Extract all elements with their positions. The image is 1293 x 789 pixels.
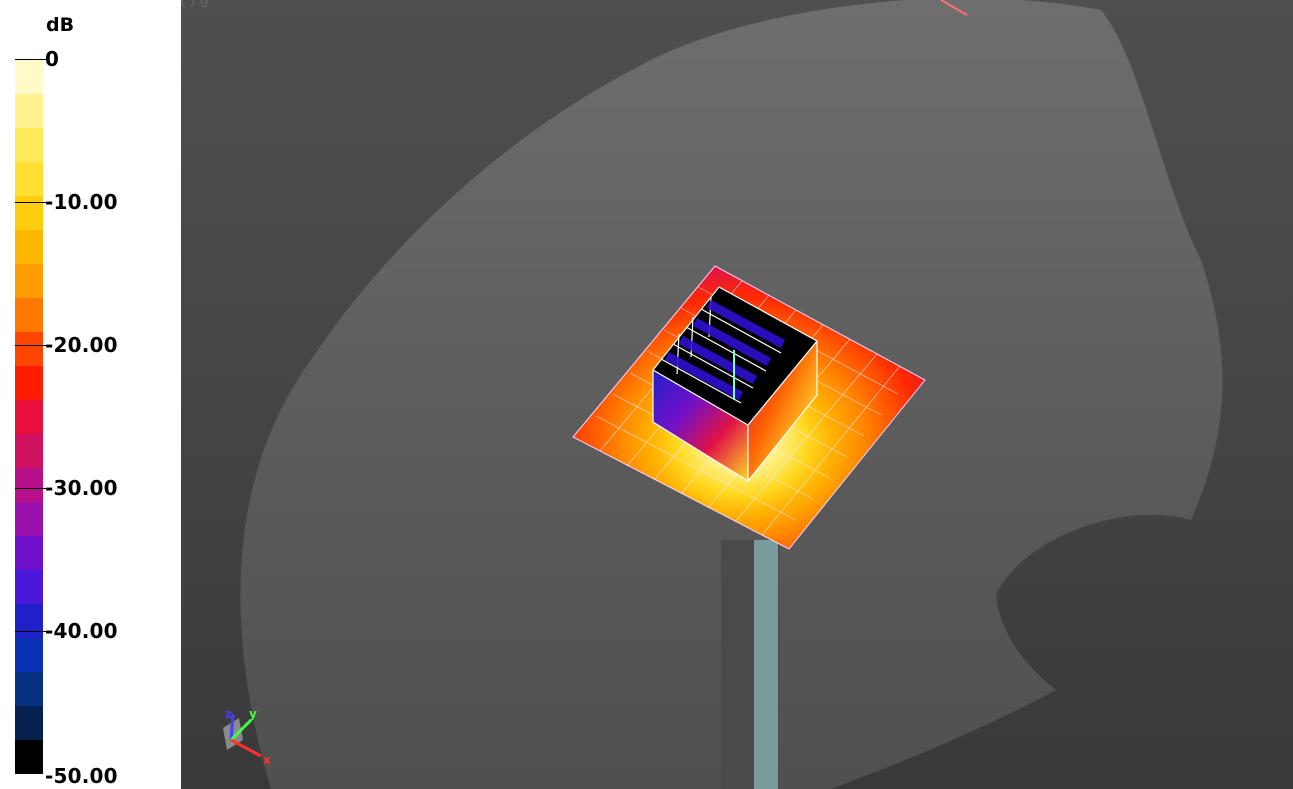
legend-label-1: -10.00 [45, 190, 118, 214]
legend-swatch [15, 502, 43, 536]
sar-volume-right [748, 341, 817, 481]
legend-swatch [15, 536, 43, 570]
legend-swatch [15, 672, 43, 706]
legend-swatch [15, 468, 43, 502]
legend-swatch [15, 162, 43, 196]
legend-tick [15, 202, 49, 203]
legend-swatch [15, 94, 43, 128]
volume-slices [652, 286, 818, 482]
3d-viewport[interactable]: z y x [181, 0, 1293, 789]
legend-swatch [15, 434, 43, 468]
legend-label-5: -50.00 [45, 764, 118, 788]
window-caption: ( ) g [180, 0, 208, 9]
y-axis-line [229, 718, 253, 742]
legend-swatch [15, 264, 43, 298]
legend-label-4: -40.00 [45, 619, 118, 643]
axis-label-x: x [263, 753, 271, 767]
top-marker [940, 0, 968, 16]
axis-triad: z y x [223, 707, 271, 767]
volume-slice-fills [665, 300, 785, 400]
legend-swatch [15, 570, 43, 604]
z-axis-line [229, 713, 235, 741]
legend-swatch [15, 638, 43, 672]
legend-unit-label: dB [46, 14, 75, 36]
legend-swatch [15, 604, 43, 638]
legend-tick [15, 488, 49, 489]
legend-label-3: -30.00 [45, 476, 118, 500]
legend-label-0: 0 [45, 47, 60, 71]
legend-tick [15, 631, 49, 632]
legend-swatch [15, 400, 43, 434]
legend-swatch [15, 740, 43, 774]
legend-tick [15, 59, 49, 60]
axis-label-z: z [225, 707, 232, 721]
legend-swatch [15, 332, 43, 366]
color-scale-legend: dB 0 -10.00 -20.00 -30.00 -40.00 -50.00 [0, 0, 180, 789]
axis-label-y: y [249, 707, 257, 721]
legend-swatch [15, 366, 43, 400]
legend-color-bar [15, 59, 43, 774]
legend-label-2: -20.00 [45, 333, 118, 357]
legend-tick [15, 345, 49, 346]
sar-volume-front [653, 370, 748, 481]
x-axis-line [230, 738, 262, 758]
scene-svg[interactable]: z y x [181, 0, 1293, 789]
legend-swatch [15, 298, 43, 332]
legend-swatch [15, 706, 43, 740]
legend-swatch [15, 128, 43, 162]
legend-swatch [15, 230, 43, 264]
feed-line [754, 540, 778, 789]
legend-swatch [15, 60, 43, 94]
legend-swatch [15, 196, 43, 230]
